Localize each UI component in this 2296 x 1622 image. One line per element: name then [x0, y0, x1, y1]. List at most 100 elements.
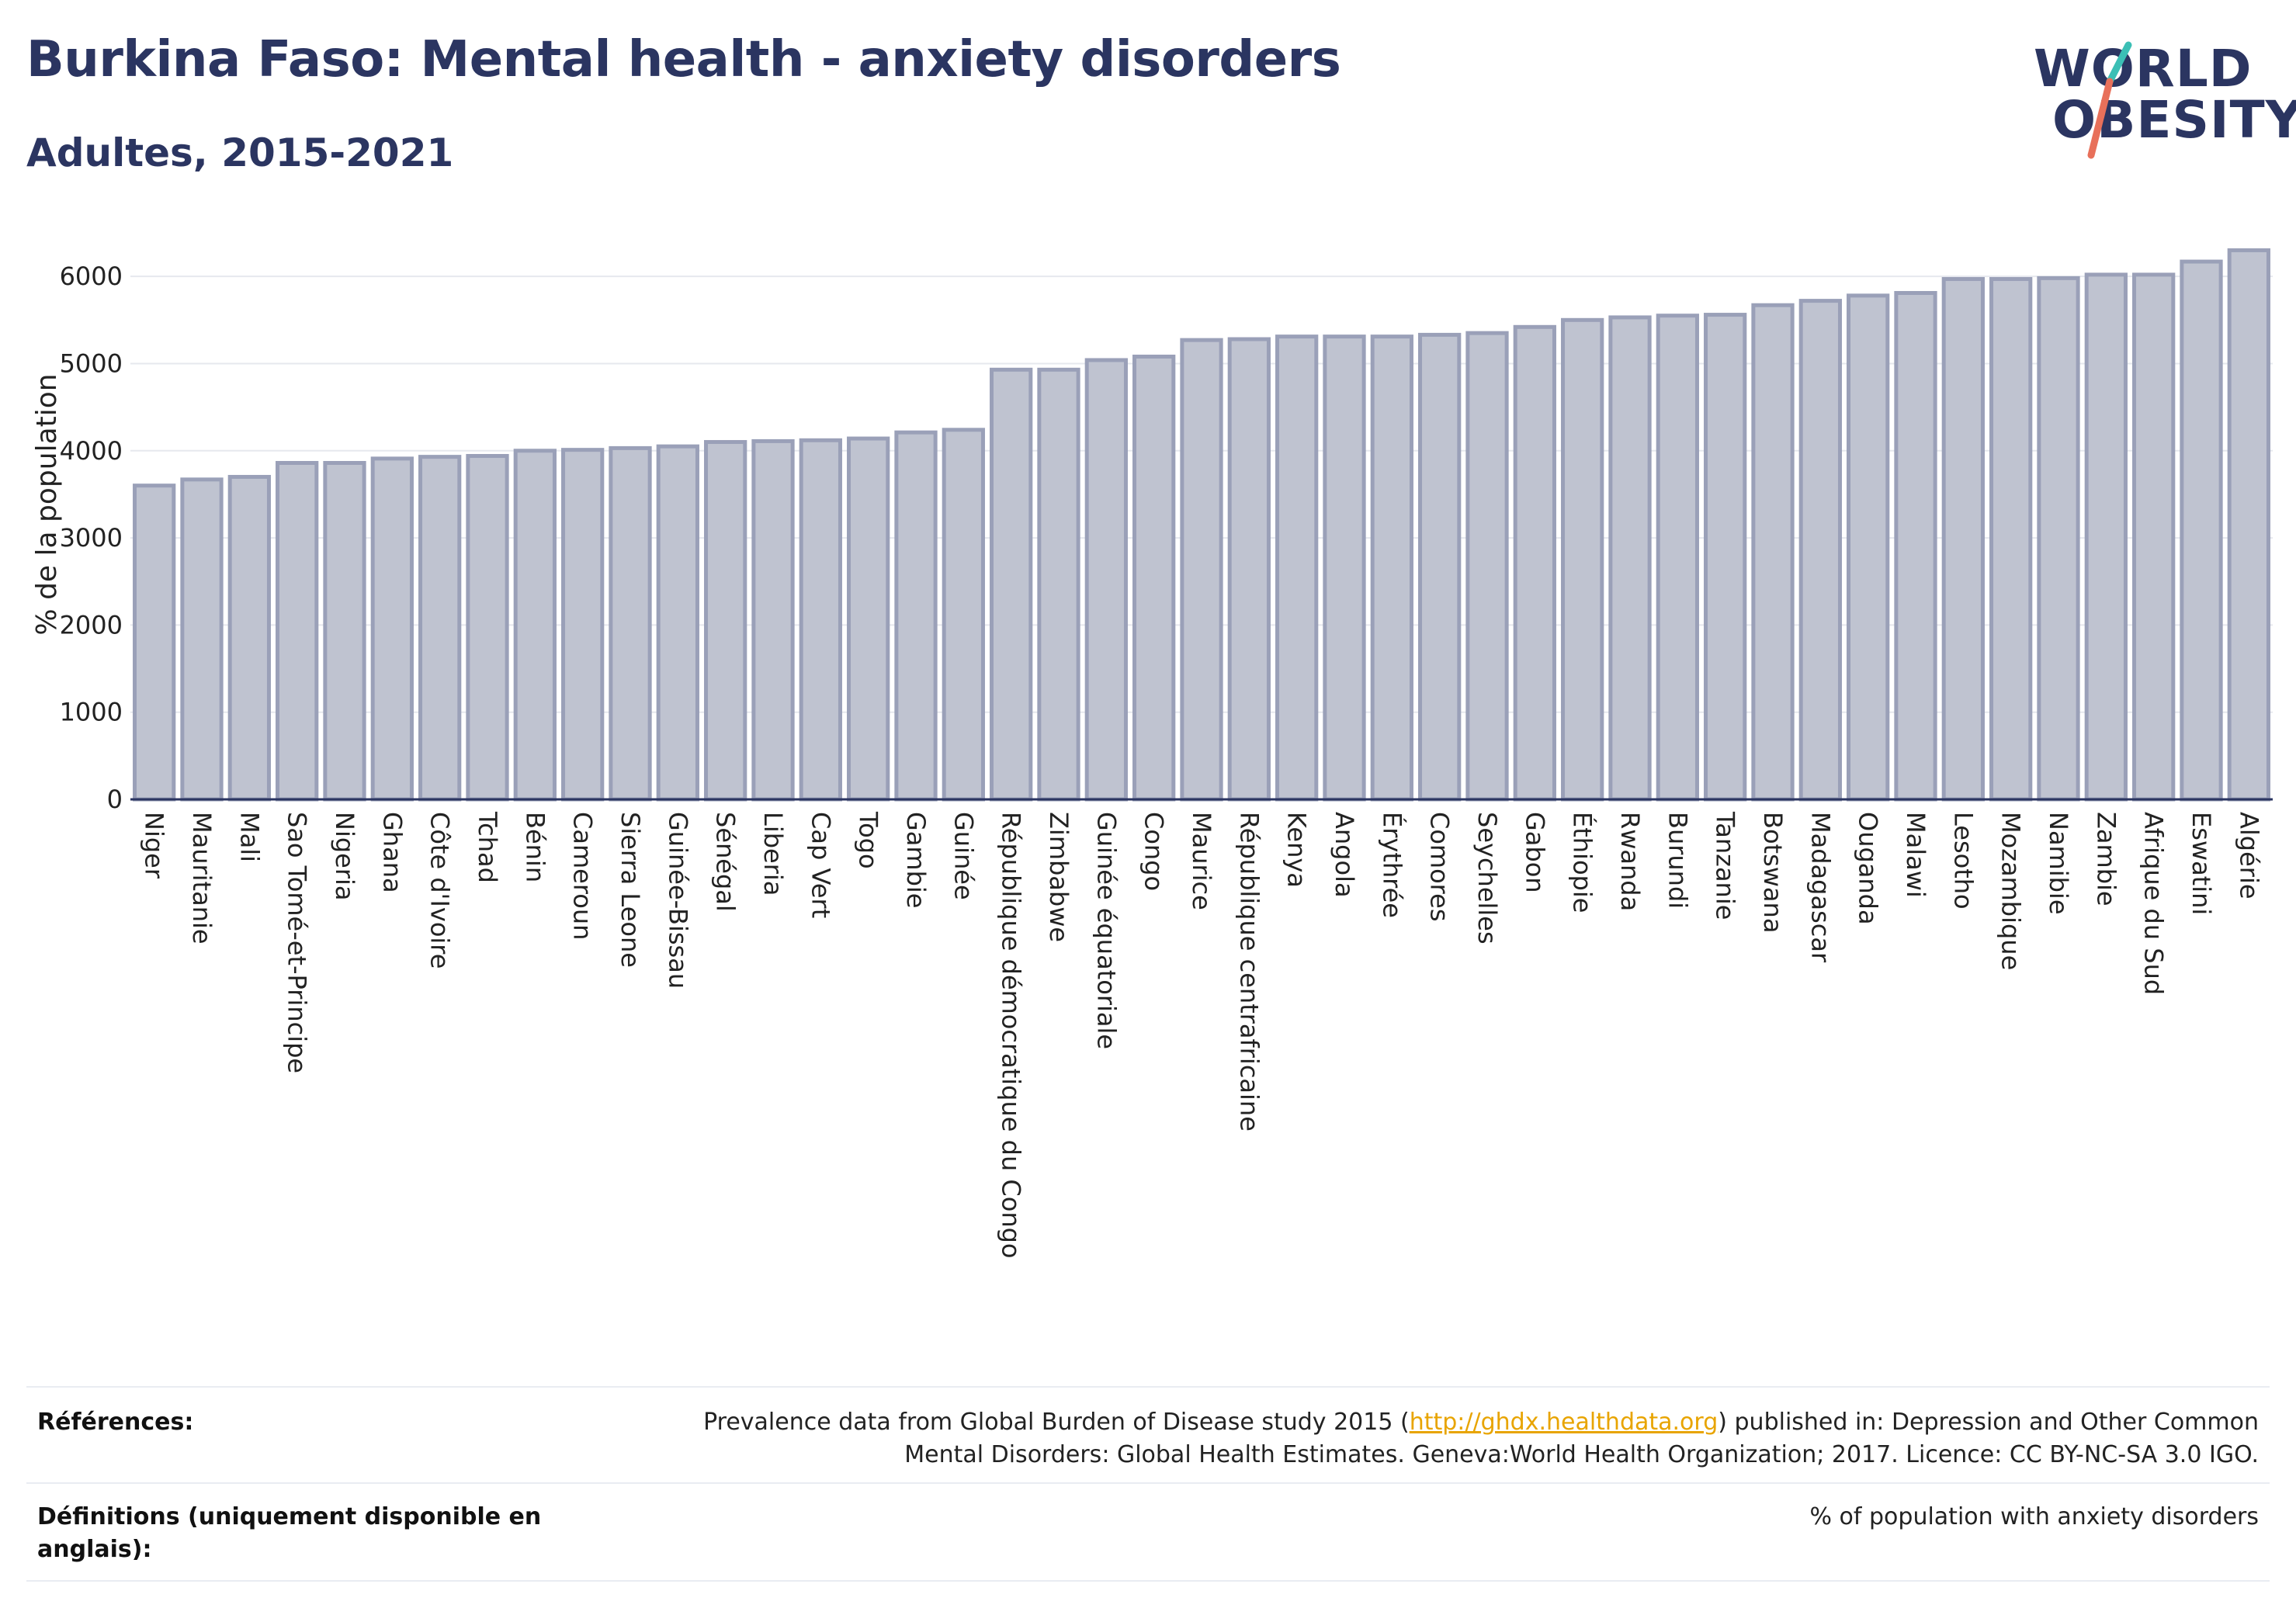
bar — [609, 445, 652, 802]
bar — [513, 449, 557, 802]
definitions-label: Définitions (uniquement disponible en an… — [37, 1501, 541, 1566]
y-tick-label: 2000 — [60, 610, 123, 639]
bar — [704, 440, 747, 802]
bar — [1180, 338, 1223, 802]
y-tick-label: 0 — [107, 785, 123, 814]
x-tick-label: Afrique du Sud — [2139, 812, 2169, 995]
x-tick-label: Namibie — [2044, 812, 2073, 915]
x-tick-label: République centrafricaine — [1234, 812, 1264, 1132]
definitions-text: % of population with anxiety disorders — [1809, 1503, 2259, 1530]
bar — [1941, 277, 1985, 802]
x-tick-label: Algérie — [2234, 812, 2263, 899]
bar — [1084, 358, 1128, 802]
bar — [180, 477, 224, 802]
bar — [894, 430, 938, 802]
x-tick-label: Malawi — [1901, 812, 1930, 898]
x-tick-label: Togo — [854, 811, 883, 869]
chart-subtitle: Adultes, 2015-2021 — [26, 130, 454, 175]
bar — [1989, 277, 2033, 802]
bar — [1608, 315, 1652, 802]
y-tick-label: 5000 — [60, 348, 123, 378]
bar — [418, 455, 462, 802]
x-tick-label: Madagascar — [1805, 812, 1835, 963]
x-tick-label: Liberia — [758, 812, 788, 896]
x-tick-label: Éthiopie — [1568, 812, 1597, 913]
x-tick-label: Sao Tomé-et-Principe — [283, 812, 312, 1073]
x-tick-label: Côte d'Ivoire — [425, 812, 455, 969]
bar — [1323, 334, 1366, 802]
bar — [1513, 324, 1556, 802]
x-tick-label: Angola — [1330, 812, 1359, 898]
x-tick-label: Mauritanie — [187, 812, 217, 944]
x-tick-label: Tanzanie — [1711, 811, 1740, 920]
bar — [2084, 272, 2128, 802]
bar — [133, 483, 176, 802]
divider-bottom — [26, 1580, 2270, 1582]
bar — [1561, 317, 1604, 802]
bar — [1370, 334, 1413, 802]
bar — [990, 367, 1033, 802]
bar — [227, 474, 271, 802]
bar — [1894, 290, 1937, 802]
x-tick-label: Zambie — [2091, 812, 2121, 906]
divider-top — [26, 1386, 2270, 1388]
references-text: Prevalence data from Global Burden of Di… — [551, 1406, 2259, 1471]
x-tick-label: Nigeria — [330, 812, 359, 900]
bar — [561, 448, 605, 802]
x-tick-label: Tchad — [473, 811, 502, 883]
x-tick-label: Botswana — [1758, 812, 1788, 933]
bar — [1465, 331, 1509, 802]
bar — [1227, 337, 1271, 802]
bar — [1132, 354, 1176, 802]
x-tick-label: Comores — [1425, 812, 1455, 921]
x-tick-label: Niger — [140, 812, 169, 879]
bar — [847, 436, 890, 802]
x-tick-label: Congo — [1139, 812, 1169, 891]
bar — [1847, 293, 1890, 802]
x-tick-label: République démocratique du Congo — [997, 812, 1026, 1258]
bar — [942, 428, 985, 802]
x-tick-label: Cameroun — [568, 812, 598, 940]
x-tick-label: Seychelles — [1472, 812, 1502, 944]
axes: 0 1000 2000 3000 4000 5000 6000 Niger Mauritanie… — [31, 262, 2273, 1258]
references-text-part-2: ) published in: Depression and Other Com… — [1718, 1409, 2259, 1436]
bar — [1704, 313, 1747, 802]
logo-slash-icon — [2087, 41, 2132, 159]
x-tick-label: Cap Vert — [806, 812, 835, 918]
bar — [799, 438, 842, 802]
x-tick-label: Guinée-Bissau — [663, 812, 692, 989]
world-obesity-logo: WORLD OBESITY — [2026, 23, 2296, 171]
x-tick-label: Gambie — [901, 812, 931, 908]
x-tick-label: Mozambique — [1996, 812, 2026, 970]
bar — [370, 456, 414, 802]
y-tick-label: 3000 — [60, 523, 123, 553]
bar — [751, 438, 795, 802]
x-tick-label: Zimbabwe — [1044, 812, 1073, 942]
bar — [1798, 299, 1842, 802]
bar — [2037, 276, 2080, 802]
x-tick-label: Gabon — [1520, 812, 1549, 893]
bar — [1418, 332, 1462, 802]
y-tick-label: 4000 — [60, 436, 123, 466]
bars — [133, 248, 2270, 802]
bar — [1751, 303, 1795, 802]
bar — [2132, 272, 2176, 802]
bar — [1037, 367, 1080, 802]
bar — [656, 444, 699, 802]
references-text-line-2: Mental Disorders: Global Health Estimate… — [904, 1441, 2259, 1468]
x-tick-label: Rwanda — [1615, 812, 1645, 911]
y-tick-label: 1000 — [60, 698, 123, 727]
bar — [2227, 248, 2270, 802]
definitions-label-line-2: anglais): — [37, 1536, 152, 1563]
chart-title: Burkina Faso: Mental health - anxiety di… — [26, 31, 1341, 88]
references-text-part-1: Prevalence data from Global Burden of Di… — [703, 1409, 1410, 1436]
bar — [1656, 314, 1699, 802]
x-tick-label: Sénégal — [711, 812, 740, 912]
bar — [2180, 259, 2223, 802]
references-link[interactable]: http://ghdx.healthdata.org — [1409, 1409, 1719, 1436]
bar — [1275, 334, 1319, 802]
logo-line-1: WORLD — [2034, 39, 2253, 99]
bar-chart: 0 1000 2000 3000 4000 5000 6000 Niger Mauritanie… — [31, 248, 2273, 1258]
x-tick-label: Eswatini — [2187, 812, 2216, 915]
x-tick-label: Burundi — [1663, 812, 1692, 909]
